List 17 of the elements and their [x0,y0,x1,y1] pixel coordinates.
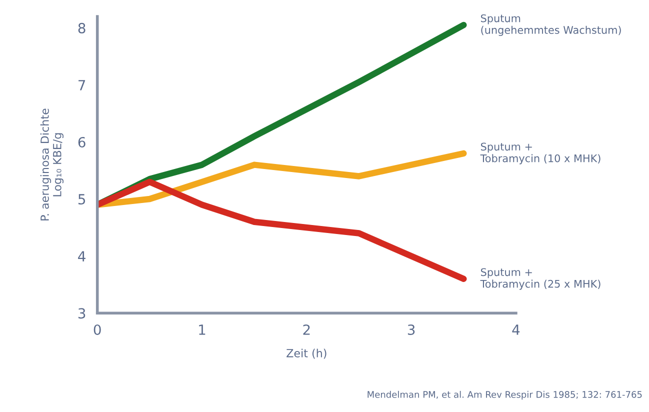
y-tick-label: 3 [78,308,86,319]
x-tick-label: 3 [408,324,415,335]
series-label: Sputum (ungehemmtes Wachstum) [480,14,621,36]
y-tick-label: 4 [78,251,86,262]
x-axis-title: Zeit (h) [286,348,326,359]
y-axis-title: P. aeruginosa Dichte Log₁₀ KBE/g [40,108,64,220]
text: Mendelman PM, et al. Am Rev Respir Dis 1985; 132: 761-765 [368,390,642,400]
y-tick-label: 7 [78,80,86,90]
y-tick-label: 5 [78,194,86,204]
x-tick-label: 2 [303,324,310,335]
y-tick-label: 6 [78,136,86,148]
x-tick-label: 0 [94,324,101,335]
x-tick-label: 1 [199,324,206,335]
series-label: Sputum + Tobramycin (25 x MHK) [480,268,600,290]
series-label: Sputum + Tobramycin (10 x MHK) [480,142,600,164]
x-tick-label: 4 [512,324,520,335]
y-tick-label: 8 [78,22,86,34]
